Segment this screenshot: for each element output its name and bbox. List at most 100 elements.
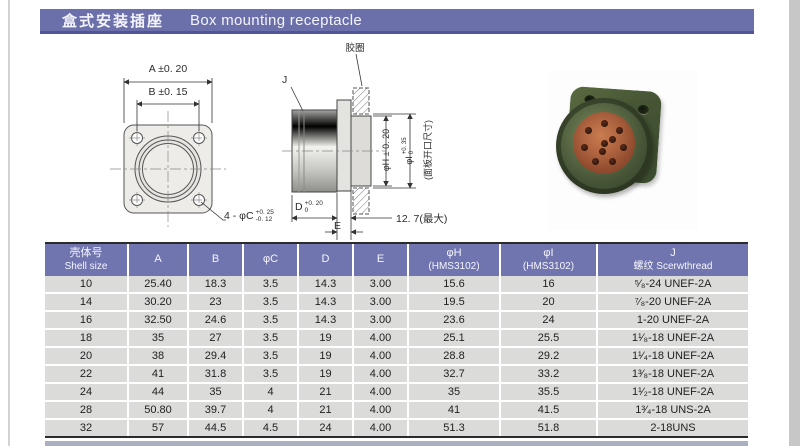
side-view [282,53,386,215]
column-header-line2: Shell size [64,260,108,272]
insert-pin-hole [598,148,606,156]
dim-h-label: φH ± 0. 20 [381,128,391,172]
table-row: 20 38 29.4 3.5 19 4.00 28.8 29.2 1¹⁄₄-18 UNEF-2A [45,346,748,364]
table-cell: ⁷⁄₈-20 UNEF-2A [598,294,748,310]
panel-opening-note: (面板开口尺寸) [422,120,433,180]
table-cell: 20 [501,294,598,310]
table-cell: 44 [129,384,189,400]
column-header-line1: B [211,253,220,266]
table-cell: 18.3 [189,276,244,292]
table-cell: 18 [45,330,129,346]
table-cell: 3.00 [354,294,409,310]
insert-pin-hole [585,126,592,134]
table-row: 28 50.80 39.7 4 21 4.00 41 41.5 1³⁄₄-18 UNS-2A [45,400,748,418]
table-row: 24 44 35 4 21 4.00 35 35.5 1¹⁄₂-18 UNEF-2A [45,382,748,400]
table-cell: 14.3 [299,294,354,310]
dim-b-label: B ±0. 15 [148,86,188,98]
table-cell: 35 [129,330,189,346]
table-cell: 28.8 [409,348,501,364]
table-cell: 23.6 [409,312,501,328]
table-cell: 4.00 [354,384,409,400]
table-cell: 57 [129,420,189,436]
spec-table-body: 10 25.40 18.3 3.5 14.3 3.00 15.6 16 ⁵⁄₈-24 UNEF-… [45,276,748,436]
table-cell: 19.5 [409,294,501,310]
column-header: E [354,244,409,276]
table-cell: 31.8 [189,366,244,382]
table-cell: 22 [45,366,129,382]
connector-insert [573,112,635,174]
section-title-chinese: 盒式安装插座 [62,12,165,30]
table-cell: 1¹⁄₈-18 UNEF-2A [598,330,748,346]
table-cell: 29.2 [501,348,598,364]
table-cell: 19 [299,366,354,382]
table-cell: 16 [45,312,129,328]
table-cell: 35 [189,384,244,400]
table-cell: 3.5 [244,348,299,364]
table-cell: 4.00 [354,402,409,418]
connector-photo [548,70,698,230]
column-header: A [129,244,189,276]
table-cell: 19 [299,330,354,346]
table-cell: 3.00 [354,276,409,292]
table-cell: 4 [244,384,299,400]
front-centerlines [110,111,226,227]
table-cell: 3.5 [244,294,299,310]
page-left-border [8,0,10,446]
table-cell: 28 [45,402,129,418]
table-cell: 32.50 [129,312,189,328]
table-cell: 3.00 [354,312,409,328]
dim-i-label: φI +0. 35 0 [402,137,415,165]
table-cell: 39.7 [189,402,244,418]
dim-a-label: A ±0. 20 [148,63,188,75]
table-cell: 51.3 [409,420,501,436]
table-cell: 1-20 UNEF-2A [598,312,748,328]
column-header-line1: J [670,246,676,259]
insert-pin-hole [591,157,599,165]
column-header: φH (HMS3102) [409,244,501,276]
table-cell: 14.3 [299,276,354,292]
table-cell: 41.5 [501,402,598,418]
table-cell: 33.2 [501,366,598,382]
table-cell: 29.4 [189,348,244,364]
table-cell: 21 [299,402,354,418]
column-header-line2: (HMS3102) [428,260,480,272]
table-row: 32 57 44.5 4.5 24 4.00 51.3 51.8 2-18UNS [45,418,748,436]
table-cell: 4.00 [354,330,409,346]
table-cell: 24 [45,384,129,400]
table-cell: 4.00 [354,348,409,364]
table-cell: 35.5 [501,384,598,400]
table-cell: 24.6 [189,312,244,328]
section-title-english: Box mounting receptacle [190,11,363,29]
technical-drawing [110,53,416,240]
table-cell: 3.5 [244,330,299,346]
table-cell: 25.5 [501,330,598,346]
dim-d-label: D +0. 20 0 [295,200,323,215]
table-cell: 24 [501,312,598,328]
column-header-line2: (HMS3102) [522,260,575,272]
table-cell: 27 [189,330,244,346]
table-cell: 25.40 [129,276,189,292]
table-cell: 14.3 [299,312,354,328]
table-cell: 1¹⁄₂-18 UNEF-2A [598,384,748,400]
insert-pin-hole [616,127,624,134]
table-cell: 41 [409,402,501,418]
column-header: 壳体号 Shell size [45,244,129,276]
table-cell: 51.8 [501,420,598,436]
dim-max-label: 12. 7(最大) [396,213,448,225]
connector-barrel [556,98,652,194]
column-header-line1: φI [543,246,554,259]
insert-pin-hole [620,144,627,151]
column-header: D [299,244,354,276]
column-header: J 螺纹 Scerwthread [598,244,748,276]
table-cell: 1¹⁄₄-18 UNEF-2A [598,348,748,364]
table-cell: 14 [45,294,129,310]
column-header: B [189,244,244,276]
insert-pin-hole [600,119,608,127]
table-row: 10 25.40 18.3 3.5 14.3 3.00 15.6 16 ⁵⁄₈-24 UNEF-… [45,276,748,292]
table-cell: 38 [129,348,189,364]
table-cell: 3.5 [244,312,299,328]
table-cell: ⁵⁄₈-24 UNEF-2A [598,276,748,292]
gasket-label: 胶圈 [345,43,365,54]
table-cell: 24 [299,420,354,436]
